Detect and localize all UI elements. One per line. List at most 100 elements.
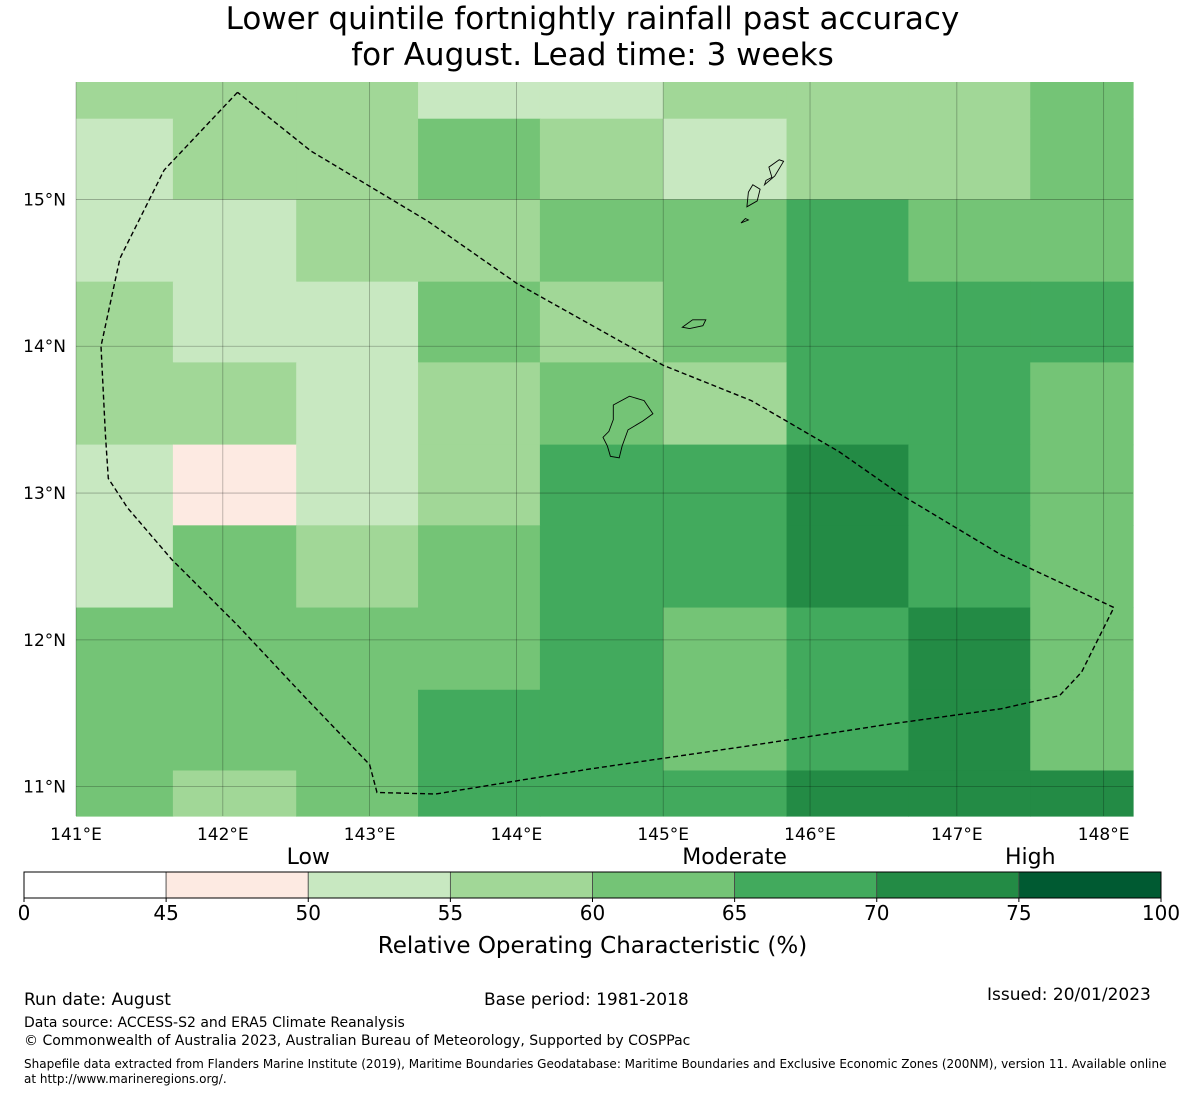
map-cell	[76, 199, 174, 283]
colorbar-tick-label: 55	[438, 901, 463, 925]
map-cell	[296, 82, 419, 120]
colorbar-tick-label: 65	[722, 901, 747, 925]
run-date: Run date: August	[24, 990, 171, 1010]
map-cell	[76, 362, 174, 446]
map-cell	[539, 199, 664, 283]
map-cell	[786, 525, 909, 609]
map-cell	[539, 281, 664, 363]
map-cell	[663, 199, 788, 283]
map-cell	[418, 525, 541, 609]
map-cell	[296, 118, 419, 201]
map-cell	[1030, 689, 1134, 772]
map-cell	[1030, 525, 1134, 609]
map-grid-cells	[76, 82, 1134, 817]
map-cell	[663, 82, 788, 120]
map-cell	[172, 362, 297, 446]
map-cell	[908, 444, 1031, 526]
colorbar-tick-label: 75	[1006, 901, 1031, 925]
map-cell	[172, 199, 297, 283]
map-cell	[539, 689, 664, 772]
colorbar-segment	[876, 871, 1020, 899]
map-cell	[172, 281, 297, 363]
map-cell	[1030, 362, 1134, 446]
issued-date: Issued: 20/01/2023	[987, 985, 1151, 1005]
colorbar-tick-label: 70	[864, 901, 889, 925]
map-cell	[786, 770, 909, 817]
map-cell	[76, 689, 174, 772]
map-cell	[1030, 444, 1134, 526]
map-cell	[296, 689, 419, 772]
map-cell	[786, 199, 909, 283]
map-cell	[539, 82, 664, 120]
map-cell	[296, 199, 419, 283]
map-cell	[418, 444, 541, 526]
colorbar: 0 45 50 55 60 65 70 75 100 Low Moderate High Relativ…	[18, 845, 1180, 959]
map-cell	[908, 525, 1031, 609]
copyright: © Commonwealth of Australia 2023, Austra…	[24, 1033, 691, 1049]
map-cell	[539, 770, 664, 817]
map-cell	[172, 689, 297, 772]
island-outline	[681, 319, 707, 330]
map-cell	[418, 199, 541, 283]
map-cell	[663, 607, 788, 691]
map-cell	[418, 607, 541, 691]
map-cell	[296, 281, 419, 363]
map-cell	[418, 82, 541, 120]
colorbar-segment	[449, 871, 593, 899]
map-cell	[908, 362, 1031, 446]
map-cell	[76, 770, 174, 817]
map-cell	[1030, 118, 1134, 201]
map-cell	[1030, 281, 1134, 363]
map-cell	[296, 444, 419, 526]
map-cell	[786, 362, 909, 446]
map-cell	[908, 199, 1031, 283]
colorbar-category-label: Low	[287, 845, 330, 870]
map-cell	[786, 281, 909, 363]
lon-tick-label: 145°E	[637, 825, 689, 845]
colorbar-tick-label: 0	[18, 901, 31, 925]
colorbar-segment	[734, 871, 878, 899]
map-cell	[539, 444, 664, 526]
map-cell	[539, 607, 664, 691]
map-cell	[172, 525, 297, 609]
map-cell	[418, 362, 541, 446]
colorbar-axis-label: Relative Operating Characteristic (%)	[378, 933, 807, 959]
shapefile-credit-line-1: Shapefile data extracted from Flanders M…	[24, 1057, 1167, 1071]
map-cell	[663, 689, 788, 772]
map-cell	[908, 118, 1031, 201]
lat-tick-label: 15°N	[23, 190, 66, 210]
map-cell	[1030, 82, 1134, 120]
lon-tick-label: 147°E	[931, 825, 983, 845]
colorbar-category-label: High	[1005, 845, 1056, 870]
map-cell	[908, 770, 1031, 817]
colorbar-tick-label: 50	[296, 901, 321, 925]
island-outline	[746, 184, 761, 208]
map-cell	[76, 444, 174, 526]
island-outline	[763, 159, 785, 187]
map-cell	[172, 118, 297, 201]
map-cell	[539, 118, 664, 201]
map-cell	[539, 525, 664, 609]
map-cell	[1030, 607, 1134, 691]
colorbar-segment	[1018, 871, 1162, 899]
map-axis-ticks: 141°E 142°E 143°E 144°E 145°E 146°E 147°E 148°E…	[23, 190, 1129, 845]
map-cell	[76, 607, 174, 691]
base-period: Base period: 1981-2018	[484, 990, 689, 1010]
colorbar-segment	[165, 871, 309, 899]
map-cell	[1030, 199, 1134, 283]
map-cell	[296, 362, 419, 446]
lon-tick-label: 142°E	[197, 825, 249, 845]
map-cell	[418, 118, 541, 201]
map-cell	[172, 770, 297, 817]
lon-tick-label: 141°E	[50, 825, 102, 845]
colorbar-tick-label: 100	[1142, 901, 1180, 925]
map-cell	[172, 82, 297, 120]
lon-tick-label: 148°E	[1078, 825, 1130, 845]
chart-title-line-1: Lower quintile fortnightly rainfall past…	[225, 1, 960, 37]
map-cell	[908, 281, 1031, 363]
lat-tick-label: 14°N	[23, 337, 66, 357]
map-cell	[908, 82, 1031, 120]
map-cell	[663, 118, 788, 201]
map-cell	[663, 525, 788, 609]
